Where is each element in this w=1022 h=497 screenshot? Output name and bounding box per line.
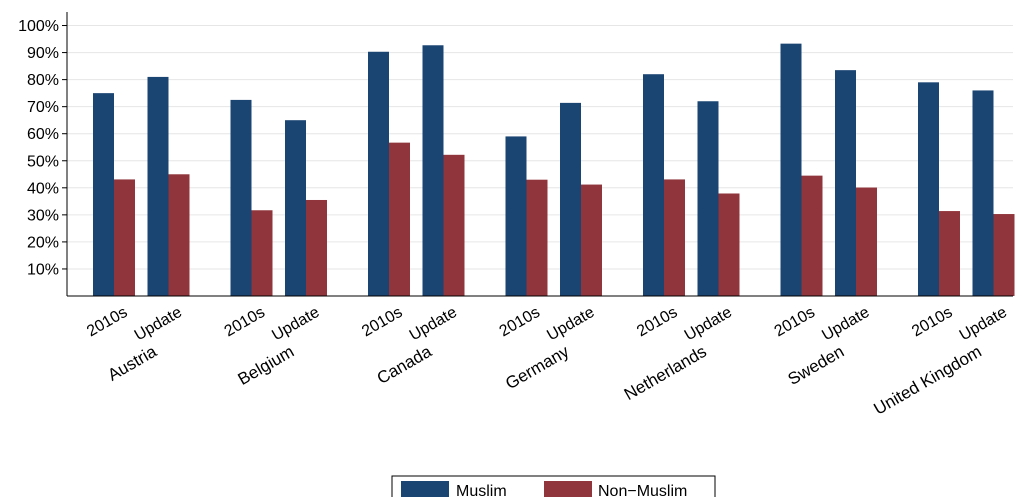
bar-non-muslim-netherlands-2010s	[664, 179, 685, 296]
x-category-label: Update	[682, 304, 735, 345]
bar-muslim-austria-2010s	[93, 93, 114, 297]
bar-non-muslim-netherlands-update	[718, 193, 740, 296]
x-category-label: 2010s	[772, 304, 818, 341]
y-tick-label: 80%	[27, 72, 59, 89]
bar-non-muslim-united-kingdom-2010s	[939, 211, 960, 296]
y-tick-label: 40%	[27, 180, 59, 197]
y-axis-ticks: 10% 20% 30% 40% 50% 60% 70% 80% 90% 100%	[18, 18, 67, 278]
bar-muslim-netherlands-2010s	[643, 74, 664, 296]
bar-non-muslim-sweden-2010s	[801, 175, 823, 296]
x-group-label-germany: Germany	[502, 342, 572, 394]
bar-non-muslim-sweden-update	[856, 187, 877, 296]
bar-muslim-canada-update	[422, 45, 444, 296]
x-group-label-sweden: Sweden	[785, 342, 848, 389]
x-category-label: Update	[957, 304, 1010, 345]
bar-muslim-germany-2010s	[505, 136, 527, 296]
bar-muslim-united-kingdom-2010s	[918, 82, 939, 296]
x-group-label-canada: Canada	[374, 342, 436, 389]
bar-non-muslim-united-kingdom-update	[993, 214, 1015, 296]
bar-non-muslim-belgium-2010s	[251, 210, 273, 296]
x-category-label: 2010s	[909, 304, 955, 341]
y-tick-label: 90%	[27, 45, 59, 62]
x-category-label: 2010s	[359, 304, 405, 341]
bar-muslim-united-kingdom-update	[972, 90, 994, 296]
x-category-label: 2010s	[634, 304, 680, 341]
bar-muslim-germany-update	[560, 102, 581, 296]
bar-non-muslim-canada-update	[443, 154, 465, 296]
bar-muslim-austria-update	[147, 76, 169, 297]
bar-muslim-sweden-2010s	[780, 43, 802, 296]
bar-muslim-sweden-update	[835, 70, 856, 297]
legend-swatch-muslim	[401, 481, 449, 497]
x-category-label: Update	[544, 304, 597, 345]
legend-swatch-non-muslim	[544, 481, 592, 497]
legend: Muslim Non−Muslim	[391, 475, 716, 497]
x-category-label: 2010s	[84, 304, 130, 341]
bar-non-muslim-germany-update	[581, 184, 602, 296]
bar-muslim-netherlands-update	[697, 101, 719, 296]
legend-label-muslim: Muslim	[456, 483, 507, 497]
y-tick-label: 10%	[27, 261, 59, 278]
bar-non-muslim-canada-2010s	[389, 142, 410, 296]
x-group-label-belgium: Belgium	[235, 342, 298, 389]
bar-non-muslim-germany-2010s	[526, 179, 548, 296]
bar-non-muslim-belgium-update	[306, 199, 327, 296]
bars	[93, 43, 1015, 297]
legend-label-non-muslim: Non−Muslim	[598, 483, 687, 497]
x-group-label-austria: Austria	[104, 342, 160, 385]
y-tick-label: 70%	[27, 99, 59, 116]
x-category-label: Update	[407, 304, 460, 345]
axes	[66, 12, 1013, 297]
x-category-label: 2010s	[497, 304, 543, 341]
y-tick-label: 60%	[27, 126, 59, 143]
y-tick-label: 50%	[27, 153, 59, 170]
x-category-label: Update	[819, 304, 872, 345]
x-category-label: Update	[269, 304, 322, 345]
x-category-label: Update	[132, 304, 185, 345]
bar-non-muslim-austria-2010s	[114, 179, 135, 296]
x-group-label-united-kingdom: United Kingdom	[871, 342, 985, 419]
y-tick-label: 30%	[27, 207, 59, 224]
x-group-label-netherlands: Netherlands	[621, 342, 710, 404]
y-tick-label: 20%	[27, 234, 59, 251]
bar-muslim-canada-2010s	[368, 51, 389, 297]
bar-muslim-belgium-update	[285, 120, 306, 296]
bar-muslim-belgium-2010s	[230, 99, 252, 297]
bar-non-muslim-austria-update	[168, 174, 190, 296]
y-tick-label: 100%	[18, 18, 59, 35]
x-category-label: 2010s	[222, 304, 268, 341]
grid-lines	[67, 25, 1013, 270]
